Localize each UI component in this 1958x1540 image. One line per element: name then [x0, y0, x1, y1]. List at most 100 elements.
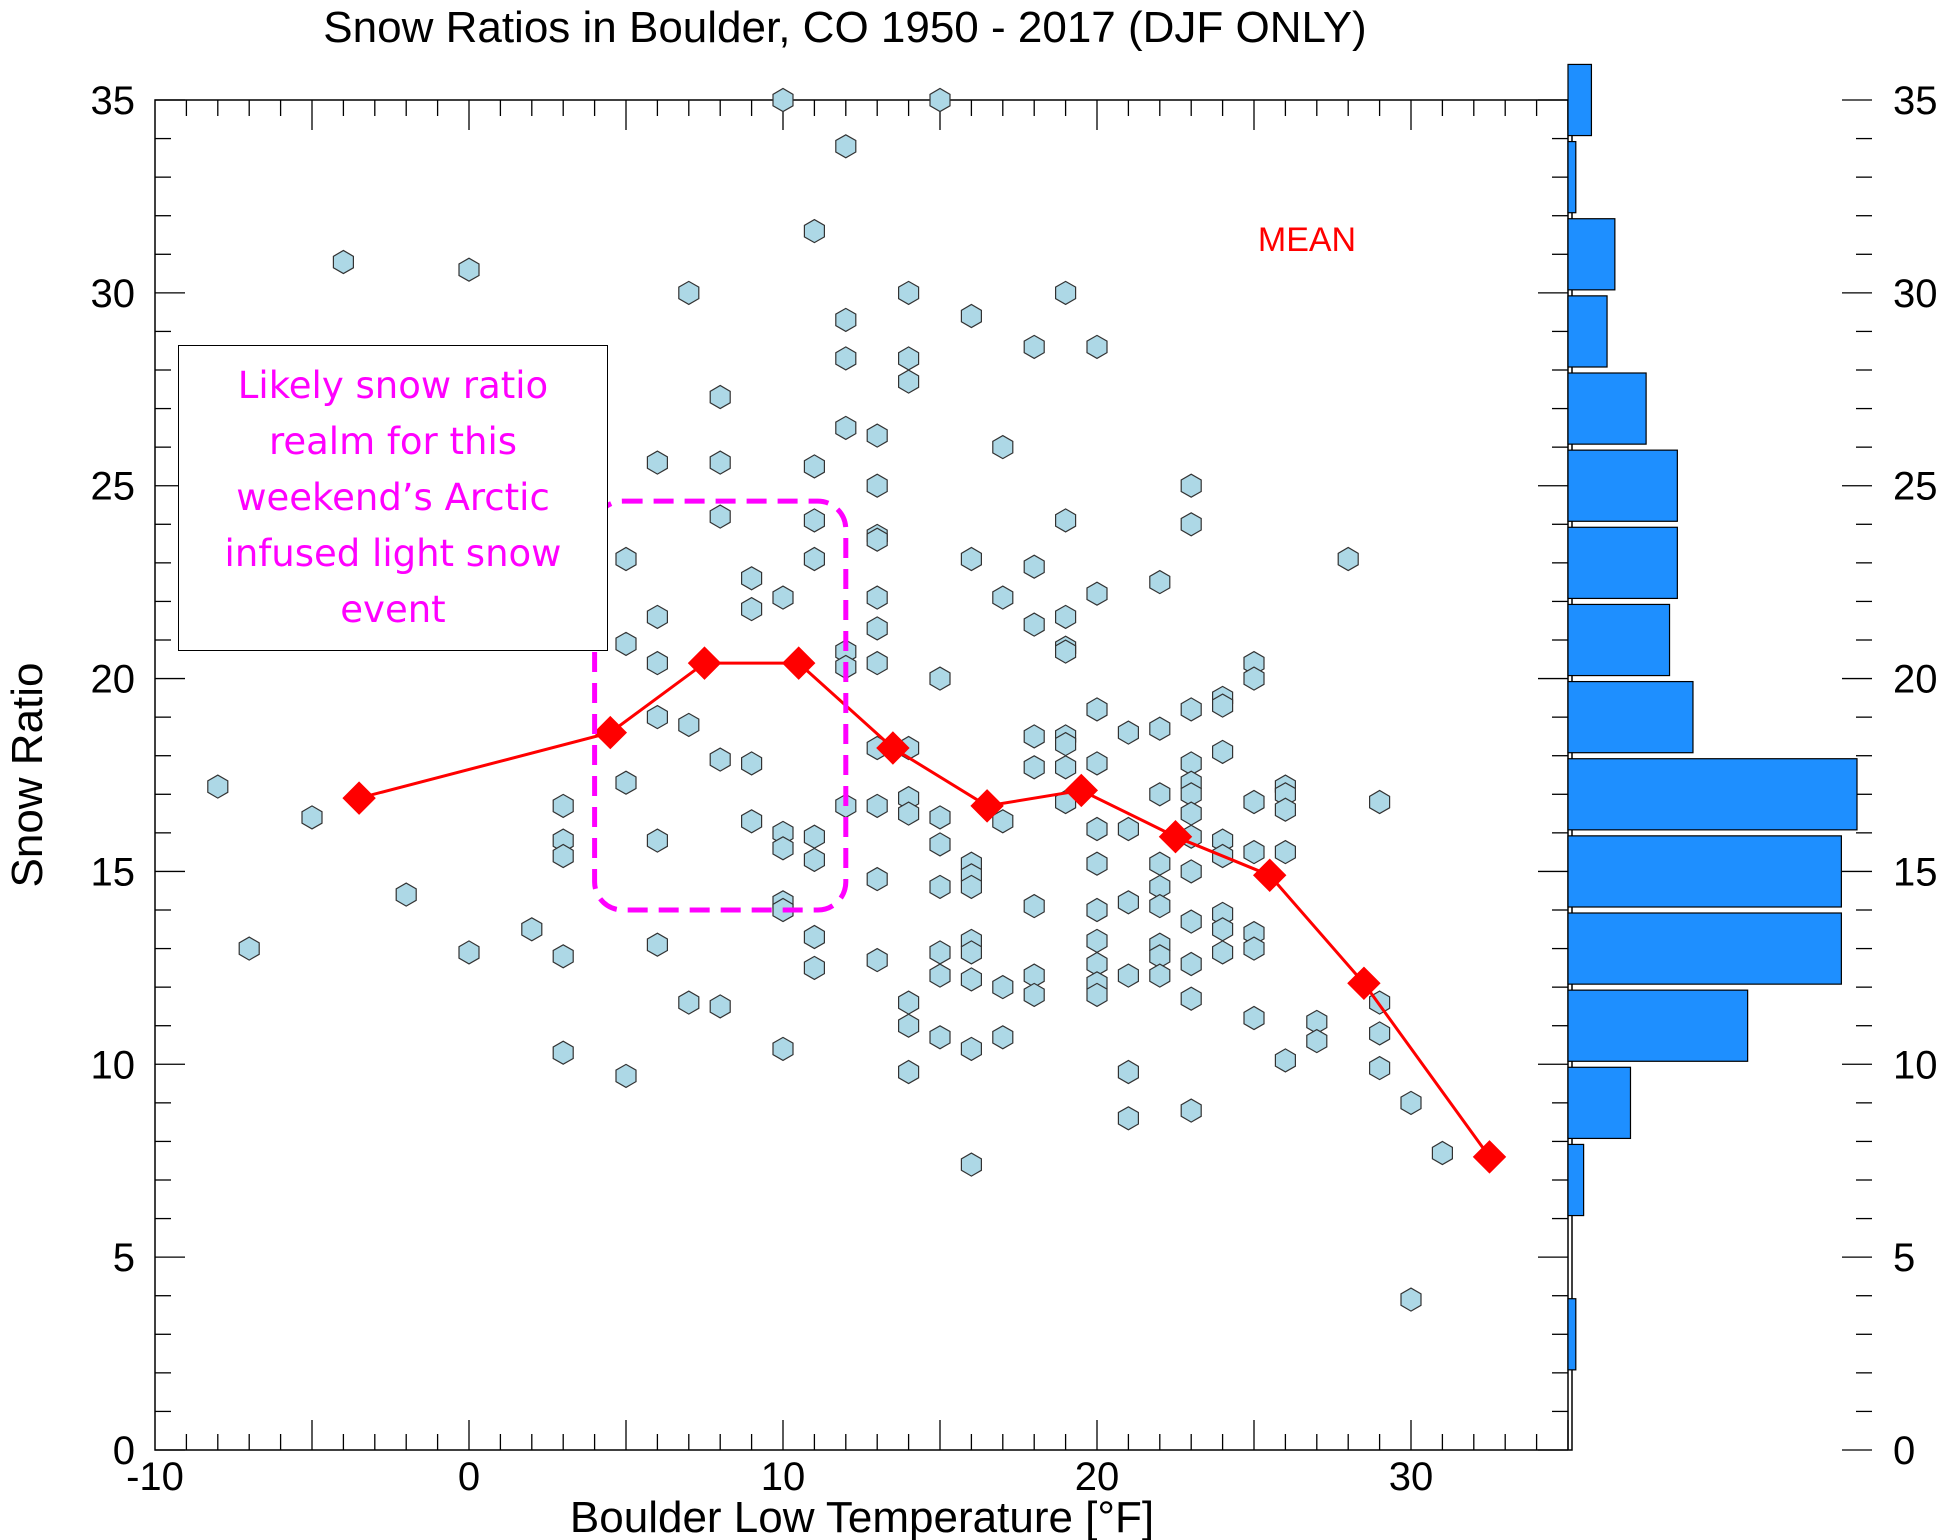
- scatter-point: [615, 546, 637, 572]
- scatter-point: [929, 940, 951, 965]
- scatter-point: [1274, 839, 1297, 865]
- annotation-box: Likely snow ratio realm for this weekend…: [178, 345, 608, 651]
- histogram-bar: [1567, 912, 1842, 985]
- x-tick-label: 20: [1075, 1455, 1120, 1499]
- mean-marker: [1252, 858, 1287, 892]
- scatter-point: [1243, 789, 1265, 815]
- scatter-point: [458, 940, 480, 965]
- scatter-point: [301, 805, 323, 830]
- mean-marker: [1472, 1140, 1507, 1174]
- scatter-point: [709, 450, 731, 475]
- scatter-point: [866, 616, 888, 641]
- plot-frame: [154, 99, 1573, 1451]
- histogram-bar: [1567, 1298, 1577, 1371]
- scatter-point: [1149, 963, 1171, 988]
- histogram-bar: [1567, 372, 1647, 445]
- scatter-point: [929, 832, 951, 857]
- scatter-point: [1023, 612, 1045, 637]
- scatter-point: [835, 415, 857, 441]
- scatter-point: [1149, 851, 1171, 876]
- x-tick-label: 0: [458, 1455, 480, 1499]
- scatter-point: [1180, 473, 1202, 498]
- scatter-point: [1368, 789, 1391, 815]
- scatter-point: [615, 631, 637, 657]
- chart-title: Snow Ratios in Boulder, CO 1950 - 2017 (…: [323, 3, 1366, 52]
- main-plot-ticks: [155, 99, 1569, 1451]
- scatter-point: [929, 963, 951, 988]
- scatter-point: [992, 585, 1014, 610]
- scatter-point: [646, 604, 669, 630]
- scatter-point: [1086, 751, 1108, 776]
- scatter-point: [1054, 508, 1077, 533]
- histogram-bar: [1567, 449, 1678, 522]
- highlight-region: [592, 498, 849, 913]
- histogram-bar: [1567, 603, 1671, 677]
- scatter-point: [678, 280, 700, 306]
- scatter-point: [897, 990, 920, 1015]
- scatter-point: [1086, 982, 1108, 1008]
- scatter-point: [1431, 1140, 1454, 1166]
- scatter-point: [960, 1036, 983, 1062]
- scatter-point: [803, 847, 826, 873]
- scatter-point: [709, 504, 731, 529]
- scatter-point: [332, 249, 354, 275]
- mean-label: MEAN: [1258, 221, 1356, 259]
- mean-marker: [781, 646, 816, 680]
- scatter-point: [1117, 890, 1140, 915]
- scatter-point: [866, 527, 888, 552]
- mean-line: [342, 646, 1507, 1174]
- scatter-point: [1274, 797, 1297, 822]
- scatter-point: [521, 917, 543, 942]
- scatter-point: [897, 369, 920, 394]
- scatter-point: [835, 134, 857, 159]
- mean-marker: [876, 731, 910, 765]
- y-tick-label-right: 15: [1893, 850, 1938, 894]
- scatter-point: [992, 434, 1014, 460]
- x-tick-label: -10: [126, 1455, 184, 1499]
- scatter-point: [1211, 739, 1234, 765]
- y-tick-label-right: 5: [1893, 1236, 1915, 1280]
- scatter-point: [866, 793, 888, 819]
- scatter-point: [1054, 604, 1077, 630]
- scatter-point: [1054, 639, 1077, 664]
- histogram-bar: [1567, 680, 1694, 754]
- scatter-point: [1180, 1098, 1202, 1123]
- scatter-point: [1400, 1090, 1422, 1116]
- x-axis-label: Boulder Low Temperature [°F]: [570, 1493, 1154, 1540]
- scatter-point: [803, 218, 826, 244]
- scatter-point: [740, 809, 763, 834]
- mean-line-path: [358, 661, 1491, 1158]
- y-tick-label-left: 25: [91, 465, 136, 509]
- scatter-point: [960, 303, 983, 329]
- scatter-point: [1211, 917, 1234, 942]
- scatter-point: [803, 824, 826, 849]
- y-tick-label-right: 25: [1893, 465, 1938, 509]
- scatter-point: [395, 882, 417, 907]
- scatter-point: [866, 423, 888, 448]
- scatter-point: [1117, 1106, 1140, 1131]
- histogram-bar: [1567, 835, 1842, 908]
- mean-marker: [593, 715, 628, 750]
- scatter-point: [1149, 569, 1171, 595]
- histogram-bar: [1567, 295, 1608, 368]
- scatter-point: [1023, 893, 1045, 919]
- scatter-point: [207, 774, 229, 799]
- scatter-point: [992, 1025, 1014, 1050]
- scatter-point: [929, 874, 951, 900]
- scatter-point: [960, 546, 983, 572]
- scatter-point: [709, 747, 731, 772]
- scatter-point: [552, 793, 574, 819]
- histogram-bar: [1567, 63, 1593, 137]
- scatter-point: [772, 87, 794, 113]
- scatter-point: [772, 585, 794, 610]
- histogram-bar: [1567, 758, 1858, 831]
- scatter-point: [1086, 334, 1108, 360]
- scatter-point: [1180, 859, 1202, 884]
- mean-marker: [1158, 820, 1193, 854]
- scatter-point: [1086, 581, 1108, 606]
- scatter-point: [1023, 982, 1045, 1008]
- scatter-point: [866, 650, 888, 676]
- mean-marker: [342, 781, 376, 815]
- scatter-point: [772, 836, 794, 861]
- histogram-bar: [1567, 1066, 1632, 1140]
